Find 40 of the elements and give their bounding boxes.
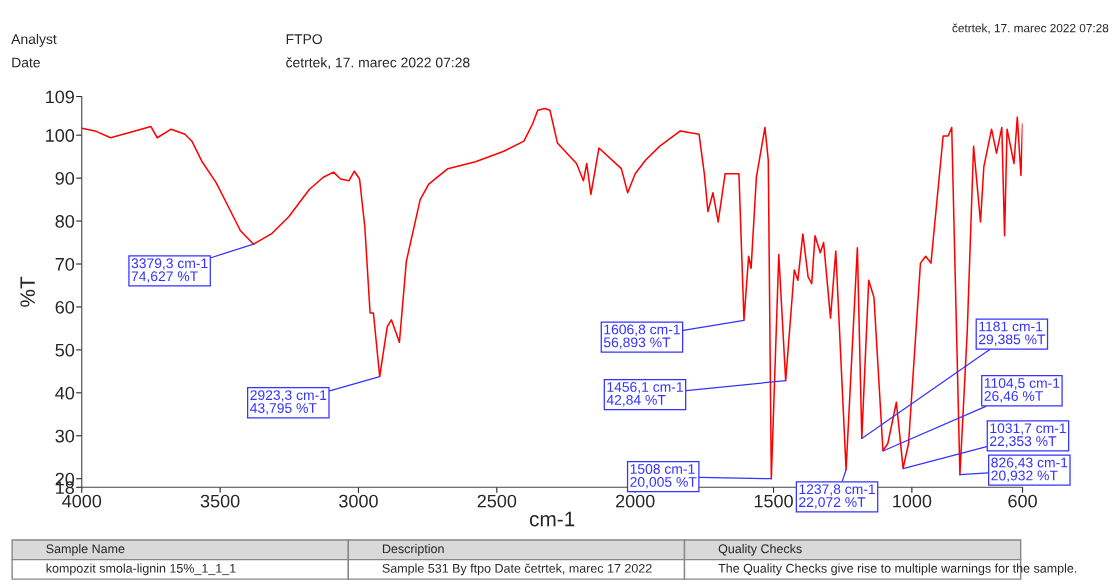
x-tick-label: 3000 — [339, 494, 378, 508]
y-tick-label: 109 — [46, 90, 74, 104]
text: FTPO — [286, 34, 322, 45]
x-tick-label: 600 — [1008, 494, 1037, 508]
annotation: 1237,8 cm-1 22,072 %T — [799, 484, 875, 509]
annotation: 3379,3 cm-1 74,627 %T — [131, 258, 208, 283]
x-tick-label: 2000 — [616, 494, 655, 508]
annotation: 826,43 cm-1 20,932 %T — [991, 457, 1068, 483]
annotation: 1606,8 cm-1 56,893 %T — [603, 324, 680, 349]
x-tick-label: 3500 — [200, 494, 240, 508]
text: kompozit smola-lignin 15%_1_1_1 — [46, 563, 236, 576]
annotation: 1031,7 cm-1 22,353 %T — [990, 423, 1066, 448]
text: Date — [12, 57, 40, 68]
annotation: 2923,3 cm-1 43,795 %T — [250, 390, 327, 415]
x-tick-label: 1500 — [754, 494, 793, 508]
annotation: 1104,5 cm-1 26,46 %T — [984, 378, 1060, 403]
y-tick-label: 70 — [55, 257, 75, 271]
y-tick-label: 60 — [55, 300, 75, 314]
annotation: 1508 cm-1 20,005 %T — [630, 464, 697, 489]
text: Sample Name — [46, 544, 125, 556]
text: Sample 531 By ftpo Date četrtek, marec 17 2022 — [382, 563, 652, 576]
text: Quality Checks — [718, 544, 802, 556]
y-tick-label: 80 — [55, 214, 75, 228]
y-axis-title: %T — [20, 276, 35, 307]
text: četrtek, 17. marec 2022 07:28 — [286, 57, 470, 70]
x-axis-title: cm-1 — [529, 511, 575, 527]
text: četrtek, 17. marec 2022 07:28 — [952, 23, 1109, 34]
y-tick-label: 40 — [55, 386, 75, 400]
text: Analyst — [11, 33, 57, 47]
x-tick-label: 1000 — [893, 494, 932, 508]
x-tick-label: 2500 — [477, 494, 517, 508]
y-tick-label: 90 — [55, 172, 75, 185]
x-tick-label: 4000 — [62, 494, 102, 508]
y-tick-label: 50 — [55, 343, 75, 357]
annotation: 1181 cm-1 29,385 %T — [978, 321, 1046, 346]
y-tick-label: 100 — [46, 129, 75, 142]
y-tick-label: 30 — [55, 429, 75, 443]
text: Description — [382, 544, 444, 556]
text: The Quality Checks give rise to multiple warnings for the sample. — [718, 563, 1077, 576]
annotation: 1456,1 cm-1 42,84 %T — [606, 382, 683, 407]
